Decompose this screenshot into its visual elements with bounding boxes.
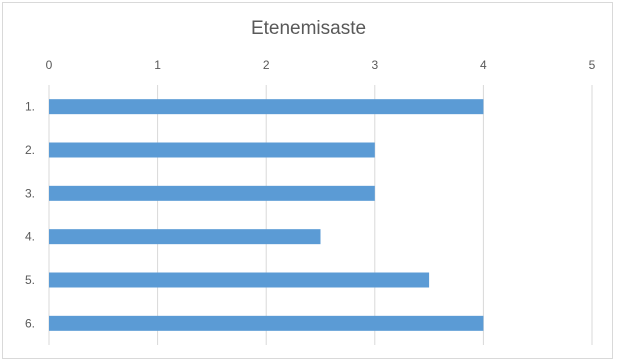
bar bbox=[49, 229, 321, 245]
x-tick-label: 3 bbox=[371, 58, 378, 72]
bar bbox=[49, 142, 375, 158]
bar bbox=[49, 185, 375, 201]
x-tick-label: 0 bbox=[46, 58, 53, 72]
bar bbox=[49, 315, 484, 331]
bar bbox=[49, 99, 484, 115]
chart-title: Etenemisaste bbox=[250, 18, 367, 39]
x-axis-ticks: 0 1 2 3 4 5 bbox=[46, 58, 596, 72]
x-tick-label: 1 bbox=[154, 58, 161, 72]
category-label: 6. bbox=[25, 316, 35, 330]
category-label: 3. bbox=[25, 186, 35, 200]
bars bbox=[49, 99, 484, 331]
category-label: 4. bbox=[25, 230, 35, 244]
y-axis-categories: 1. 2. 3. 4. 5. 6. bbox=[25, 100, 35, 331]
x-tick-label: 2 bbox=[263, 58, 270, 72]
category-label: 5. bbox=[25, 273, 35, 287]
category-label: 1. bbox=[25, 100, 35, 114]
grid-lines bbox=[48, 85, 593, 345]
x-tick-label: 4 bbox=[480, 58, 487, 72]
x-tick-label: 5 bbox=[589, 58, 596, 72]
category-label: 2. bbox=[25, 143, 35, 157]
chart-frame bbox=[2, 2, 613, 359]
bar bbox=[49, 272, 430, 288]
